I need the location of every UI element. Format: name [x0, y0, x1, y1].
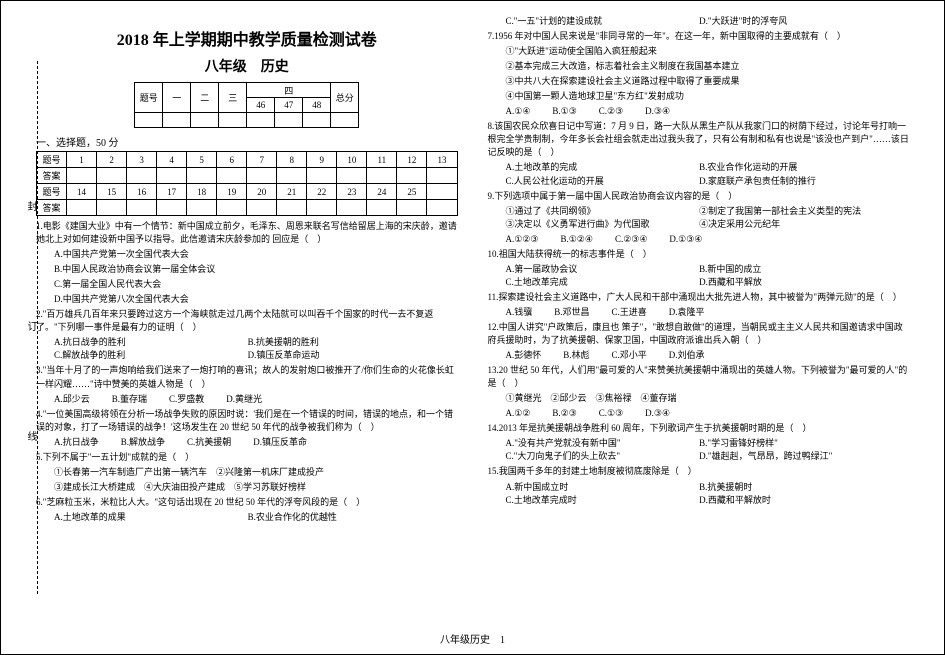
answer-row-4: 答案: [37, 200, 458, 216]
q8-opts: A.土地改革的完成B.农业合作化运动的开展 C.人民公社化运动的开展D.家庭联产…: [506, 161, 910, 187]
q9: 9.下列选项中属于第一届中国人民政治协商会议内容的是（ ）: [488, 190, 910, 203]
content-columns: 2018 年上学期期中教学质量检测试卷 八年级 历史 题号 一 二 三 四 总分…: [1, 1, 944, 601]
q14: 14.2013 年是抗美援朝战争胜利 60 周年，下列歌词产生于抗美援朝时期的是…: [488, 422, 910, 435]
q4: 4."一位美国高级将领在分析一场战争失败的原因时说：'我们是在一个错误的时间，错…: [36, 408, 458, 434]
q11-opts: A.钱骥B.邓世昌C.王进喜D.袁隆平: [506, 306, 910, 319]
ans-label: 答案: [37, 168, 67, 184]
q10: 10.祖国大陆获得统一的标志事件是（ ）: [488, 248, 910, 261]
q5-line2: ③建成长江大桥建成 ④大庆油田投产建成 ⑤学习苏联好榜样: [54, 481, 458, 494]
q10-opts: A.第一届政协会议B.新中国的成立 C.土地改革完成D.西藏和平解放: [506, 263, 910, 289]
q12: 12.中国人讲究"户政策后，康且也 策子"，"敢想自敢做"的道理，当朝民或主主义…: [488, 321, 910, 347]
q1-c: C.第一届全国人民代表大会: [54, 278, 458, 291]
q15-opts: A.新中国成立时B.抗美援朝时 C.土地改革完成时D.西藏和平解放时: [506, 481, 910, 507]
answer-row-3: 题号 141516171819202122232425: [37, 184, 458, 200]
q5: 5.下列不属于"一五计划"成就的是（ ）: [36, 451, 458, 464]
q1: 1.电影《建国大业》中有一个情节：新中国成立前夕，毛泽东、周恩来联名写信给留居上…: [36, 220, 458, 246]
page-footer: 八年级历史 1: [1, 631, 944, 646]
gutter-label-3: 线: [23, 431, 38, 441]
q6: 6."芝麻粒玉米，米粒比人大。"这句话出现在 20 世纪 50 年代的浮夸风段的…: [36, 496, 458, 509]
q6-opts: A.土地改革的成果B.农业合作化的优越性: [54, 511, 458, 524]
q13-items: ①黄继光 ②邱少云 ③焦裕禄 ④董存瑞: [506, 392, 910, 405]
q4-opts: A.抗日战争B.解放战争C.抗美援朝D.镇压反革命: [54, 436, 458, 449]
sub-47: 47: [275, 98, 303, 113]
q13-opts: A.①②B.②③C.①③D.③④: [506, 407, 910, 420]
sub-title: 八年级 历史: [36, 56, 458, 76]
column-left: 2018 年上学期期中教学质量检测试卷 八年级 历史 题号 一 二 三 四 总分…: [21, 11, 473, 601]
score-col-2: 二: [191, 83, 219, 113]
q1-a: A.中国共产党第一次全国代表大会: [54, 248, 458, 261]
q3-opts: A.邱少云B.董存瑞C.罗盛教D.黄继光: [54, 393, 458, 406]
q7-i3: ③中共八大在探索建设社会主义道路过程中取得了重要成果: [506, 75, 910, 88]
score-col-4: 四: [247, 83, 331, 98]
q7-i1: ①"大跃进"运动使全国陷入疯狂般起来: [506, 45, 910, 58]
score-table: 题号 一 二 三 四 总分 46 47 48: [134, 82, 359, 128]
q7-i4: ④中国第一颗人造地球卫星"东方红"发射成功: [506, 90, 910, 103]
q6b-opts: C."一五"计划的建设成就D."大跃进"时的浮夸风: [506, 15, 910, 28]
score-col-1: 一: [163, 83, 191, 113]
q11: 11.探索建设社会主义道路中，广大人民和干部中涌现出大批先进人物，其中被誉为"两…: [488, 291, 910, 304]
q9-items: ①通过了《共同纲领》②制定了我国第一部社会主义类型的宪法 ③决定以《义勇军进行曲…: [506, 205, 910, 231]
q2: 2."百万雄兵几百年来只要跨过这方一个海峡就走过几两个太陆就可以叫吞千个国家的时…: [36, 308, 458, 334]
ans-label2: 答案: [37, 200, 67, 216]
column-right: C."一五"计划的建设成就D."大跃进"时的浮夸风 7.1956 年对中国人民来…: [473, 11, 925, 601]
q14-opts: A."没有共产党就没有新中国"B."学习雷锋好榜样" C."大刀向鬼子们的头上砍…: [506, 437, 910, 463]
gutter-label-1: 封: [23, 201, 38, 211]
main-title: 2018 年上学期期中教学质量检测试卷: [36, 26, 458, 50]
q12-opts: A.彭德怀B.林彪C.邓小平D.刘伯承: [506, 349, 910, 362]
q2-opts: A.抗日战争的胜利B.抗美援朝的胜利 C.解放战争的胜利D.镇压反革命运动: [54, 336, 458, 362]
q1-b: B.中国人民政治协商会议第一届全体会议: [54, 263, 458, 276]
score-col-3: 三: [219, 83, 247, 113]
q7: 7.1956 年对中国人民来说是"非同寻常的一年"。在这一年，新中国取得的主要成…: [488, 30, 910, 43]
sub-48: 48: [303, 98, 331, 113]
score-total: 总分: [331, 83, 359, 113]
score-label: 题号: [135, 83, 163, 113]
answer-table: 题号 12345678910111213 答案 题号 1415161718192…: [36, 151, 458, 216]
q3: 3."当年十月了的一声炮响给我们送来了一炮打响的喜讯；故人的发射炮口被推开了/你…: [36, 364, 458, 390]
q5-line1: ①长春第一汽车制造厂产出第一辆汽车 ②兴隆第一机床厂建成投产: [54, 466, 458, 479]
gutter-label-2: 订: [23, 321, 38, 331]
ans-hdr: 题号: [37, 152, 67, 168]
q7-i2: ②基本完成三大改造，标志着社会主义制度在我国基本建立: [506, 60, 910, 73]
q8: 8.该国农民众欣喜日记中写道：7 月 9 日，路一大队从黑生产队从我家门口的树荫…: [488, 120, 910, 159]
sub-46: 46: [247, 98, 275, 113]
q15: 15.我国两千多年的封建土地制度被彻底废除是（ ）: [488, 465, 910, 478]
q7-opts: A.①④B.①③C.②③D.③④: [506, 105, 910, 118]
q1-d: D.中国共产党第八次全国代表大会: [54, 293, 458, 306]
answer-row-2: 答案: [37, 168, 458, 184]
q13: 13.20 世纪 50 年代，人们用"最可爱的人"来赞美抗美援朝中涌现出的英雄人…: [488, 364, 910, 390]
q9-opts: A.①②③B.①②④C.②③④D.①③④: [506, 233, 910, 246]
section-1-head: 一、选择题，50 分: [36, 134, 458, 149]
exam-page: 封 订 线 2018 年上学期期中教学质量检测试卷 八年级 历史 题号 一 二 …: [0, 0, 945, 655]
ans-hdr2: 题号: [37, 184, 67, 200]
score-blank-row: [135, 113, 359, 128]
answer-row-1: 题号 12345678910111213: [37, 152, 458, 168]
score-header-row: 题号 一 二 三 四 总分: [135, 83, 359, 98]
